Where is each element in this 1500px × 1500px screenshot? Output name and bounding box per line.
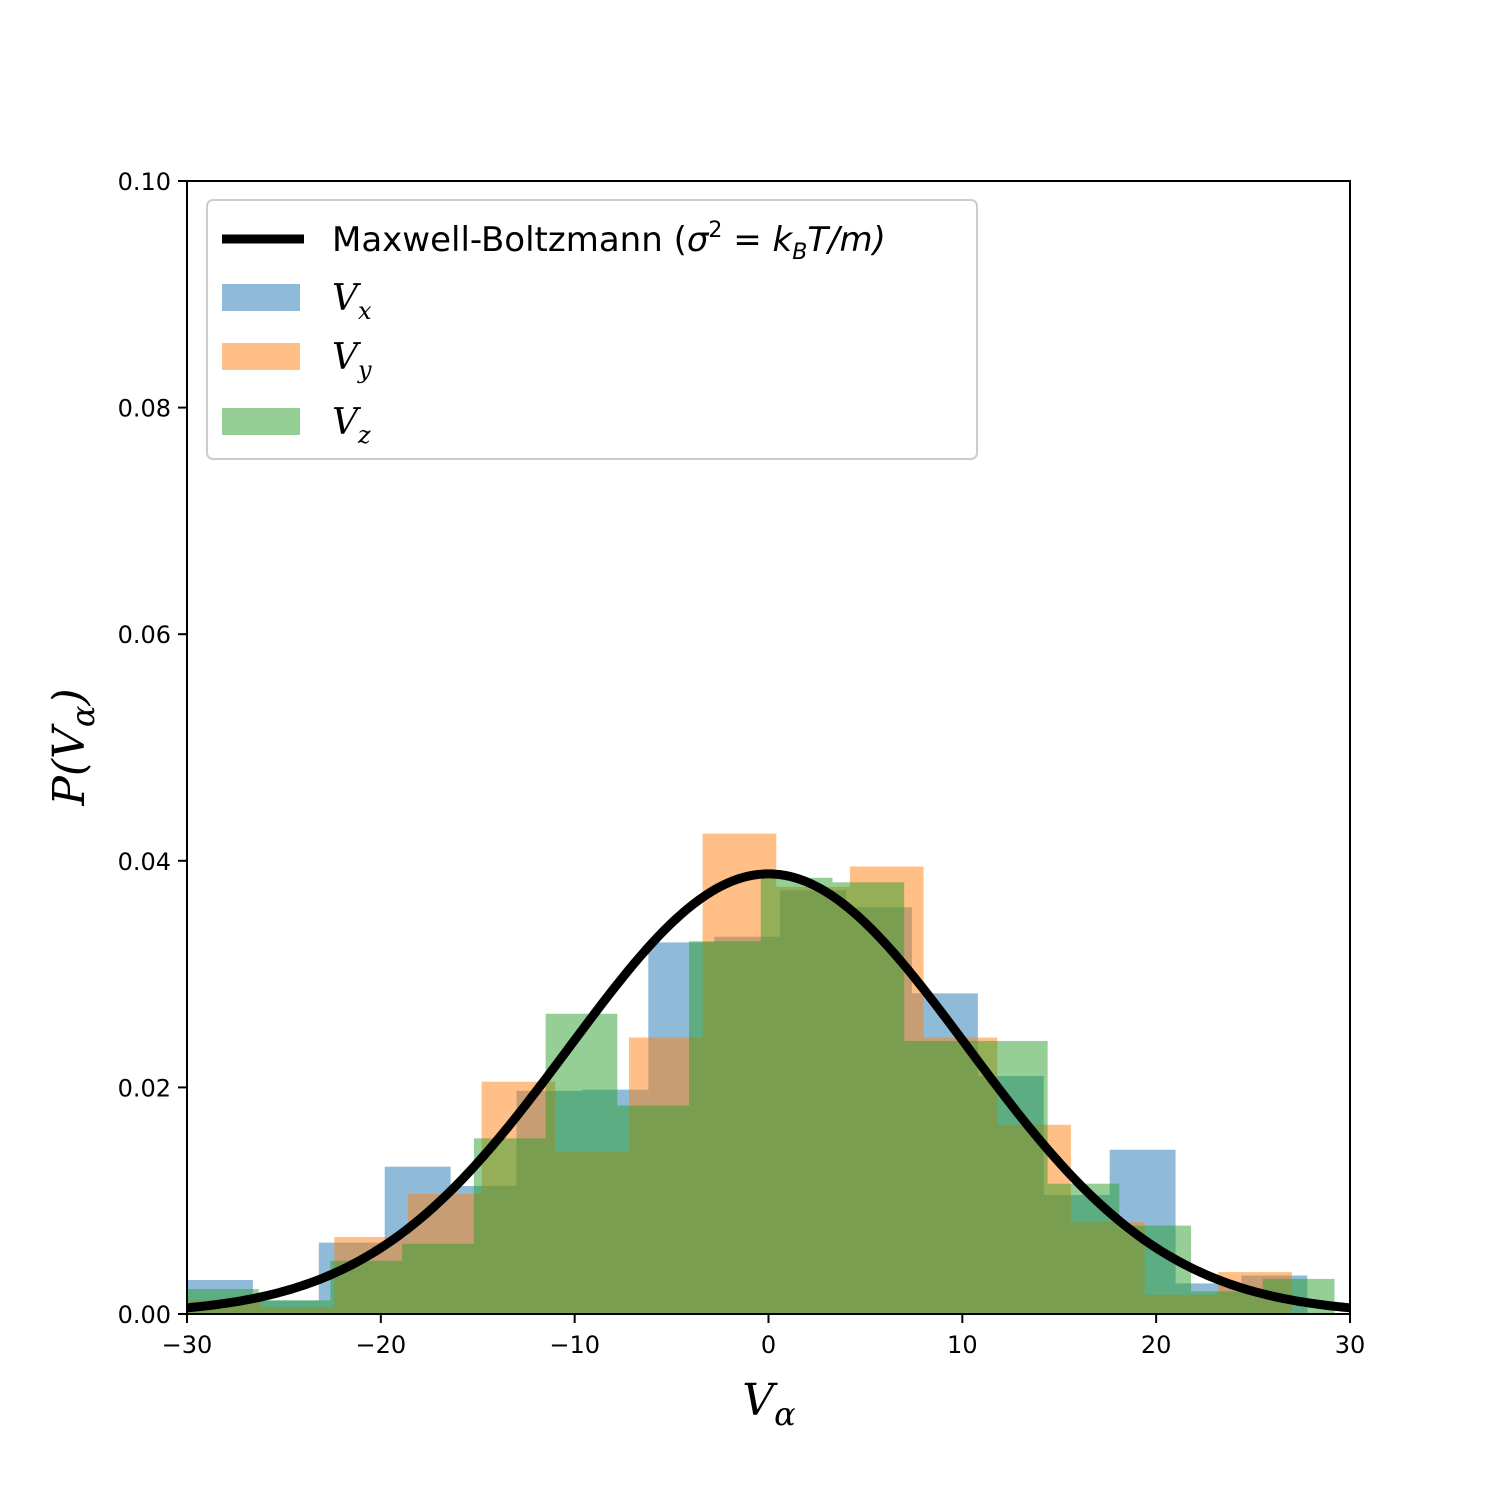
legend-box — [206, 199, 978, 460]
y-tick-label: 0.04 — [118, 848, 171, 876]
legend-label-vy: Vy — [332, 337, 372, 384]
x-axis-label-base: V — [742, 1375, 778, 1426]
x-tick-label: 0 — [761, 1331, 776, 1359]
y-axis-label: P(Vα) — [44, 688, 102, 806]
bar-vz-8 — [760, 877, 833, 1314]
curve-layer — [187, 869, 1350, 1313]
y-axis-ticks: 0.00 0.02 0.04 0.06 0.08 0.10 — [118, 168, 187, 1329]
y-tick-label: 0.02 — [118, 1074, 171, 1102]
y-tick-label: 0.10 — [118, 168, 171, 196]
series-z — [187, 877, 1335, 1314]
y-axis-label-subscript: α — [64, 706, 102, 728]
legend: Maxwell-Boltzmann (σ2 = kBT/m) Vx Vy Vz — [206, 199, 978, 460]
legend-swatch-vx — [222, 284, 300, 311]
bar-vz-6 — [617, 1105, 690, 1314]
y-axis-label-prefix: P( — [44, 758, 95, 807]
y-tick-label: 0.06 — [118, 621, 171, 649]
bar-vz-14 — [1191, 1291, 1263, 1314]
bar-vz-1 — [258, 1300, 331, 1314]
legend-swatch-vy — [222, 343, 300, 370]
legend-curve-label: Maxwell-Boltzmann (σ2 = kBT/m) — [332, 218, 886, 265]
bar-vz-7 — [689, 941, 761, 1314]
bar-vz-4 — [473, 1138, 546, 1314]
x-axis-label: Vα — [742, 1375, 795, 1433]
maxwell-boltzmann-curve — [187, 869, 1350, 1313]
x-tick-label: −30 — [162, 1331, 213, 1359]
x-axis-label-subscript: α — [774, 1395, 796, 1433]
x-tick-label: 20 — [1141, 1331, 1172, 1359]
histogram-bars — [187, 833, 1335, 1314]
bar-vz-11 — [975, 1040, 1048, 1314]
legend-swatch-vz — [222, 408, 300, 435]
legend-label-vz: Vz — [332, 402, 371, 449]
bar-vz-10 — [904, 1040, 976, 1314]
y-tick-label: 0.00 — [118, 1301, 171, 1329]
y-axis-label-suffix: ) — [44, 688, 95, 706]
x-tick-label: 30 — [1335, 1331, 1366, 1359]
x-tick-label: 10 — [947, 1331, 978, 1359]
y-axis-label-base: V — [44, 723, 95, 759]
y-tick-label: 0.08 — [118, 395, 171, 423]
bar-vz-12 — [1047, 1183, 1120, 1314]
x-tick-label: −10 — [549, 1331, 600, 1359]
bar-vz-13 — [1119, 1225, 1192, 1314]
legend-label-vx: Vx — [332, 278, 372, 325]
bar-vz-3 — [402, 1243, 474, 1314]
x-tick-label: −20 — [356, 1331, 407, 1359]
x-axis-ticks: −30 −20 −10 0 10 20 30 — [162, 1314, 1366, 1359]
